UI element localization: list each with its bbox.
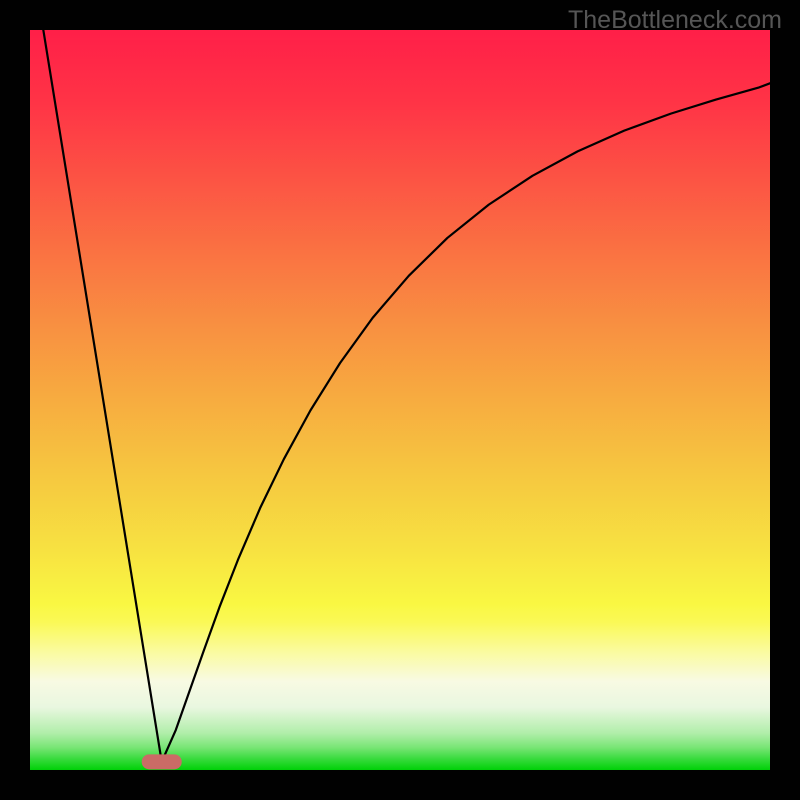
optimal-marker [142, 754, 182, 769]
bottleneck-chart [0, 0, 800, 800]
watermark-text: TheBottleneck.com [568, 6, 782, 35]
gradient-background [30, 30, 770, 770]
